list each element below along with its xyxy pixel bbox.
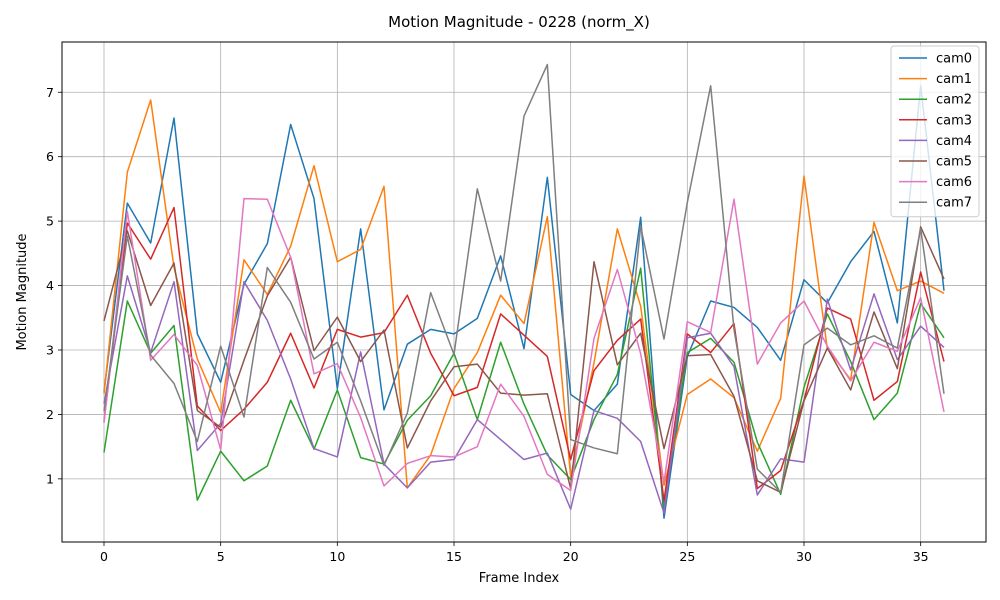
x-tick-label: 5	[217, 549, 225, 564]
legend-label-cam7: cam7	[936, 196, 972, 211]
y-axis-ticks: 1 2 3 4 5 6 7	[46, 85, 62, 486]
x-tick-label: 0	[100, 549, 108, 564]
x-tick-label: 15	[446, 549, 462, 564]
legend-label-cam3: cam3	[936, 113, 972, 128]
y-tick-label: 7	[46, 85, 54, 100]
legend-label-cam4: cam4	[936, 134, 972, 149]
legend-label-cam1: cam1	[936, 72, 972, 87]
chart-title: Motion Magnitude - 0228 (norm_X)	[388, 13, 650, 32]
y-axis-label: Motion Magnitude	[15, 233, 30, 350]
y-tick-label: 5	[46, 214, 54, 229]
legend: cam0 cam1 cam2 cam3 cam4 cam5 cam6 cam7	[890, 45, 980, 218]
series-line-cam1	[103, 99, 945, 489]
y-tick-label: 6	[46, 149, 54, 164]
series-line-cam7	[103, 63, 945, 494]
plot-frame	[61, 41, 987, 543]
legend-label-cam5: cam5	[936, 155, 972, 170]
series-line-cam6	[103, 197, 945, 492]
x-tick-label: 35	[913, 549, 929, 564]
legend-label-cam2: cam2	[936, 93, 972, 108]
legend-label-cam0: cam0	[936, 52, 972, 67]
x-tick-label: 10	[329, 549, 345, 564]
series-lines	[103, 63, 945, 519]
series-line-cam4	[103, 275, 945, 514]
y-tick-label: 3	[46, 342, 54, 357]
y-tick-label: 2	[46, 407, 54, 422]
series-line-cam2	[103, 267, 945, 509]
x-tick-label: 20	[563, 549, 579, 564]
legend-box	[890, 45, 980, 218]
grid	[62, 42, 986, 542]
x-tick-label: 25	[679, 549, 695, 564]
y-tick-label: 1	[46, 471, 54, 486]
legend-label-cam6: cam6	[936, 175, 972, 190]
x-axis-ticks: 0 5 10 15 20 25 30 35	[100, 542, 929, 564]
series-line-cam5	[103, 226, 945, 494]
x-axis-label: Frame Index	[479, 571, 560, 586]
x-tick-label: 30	[796, 549, 812, 564]
y-tick-label: 4	[46, 278, 54, 293]
